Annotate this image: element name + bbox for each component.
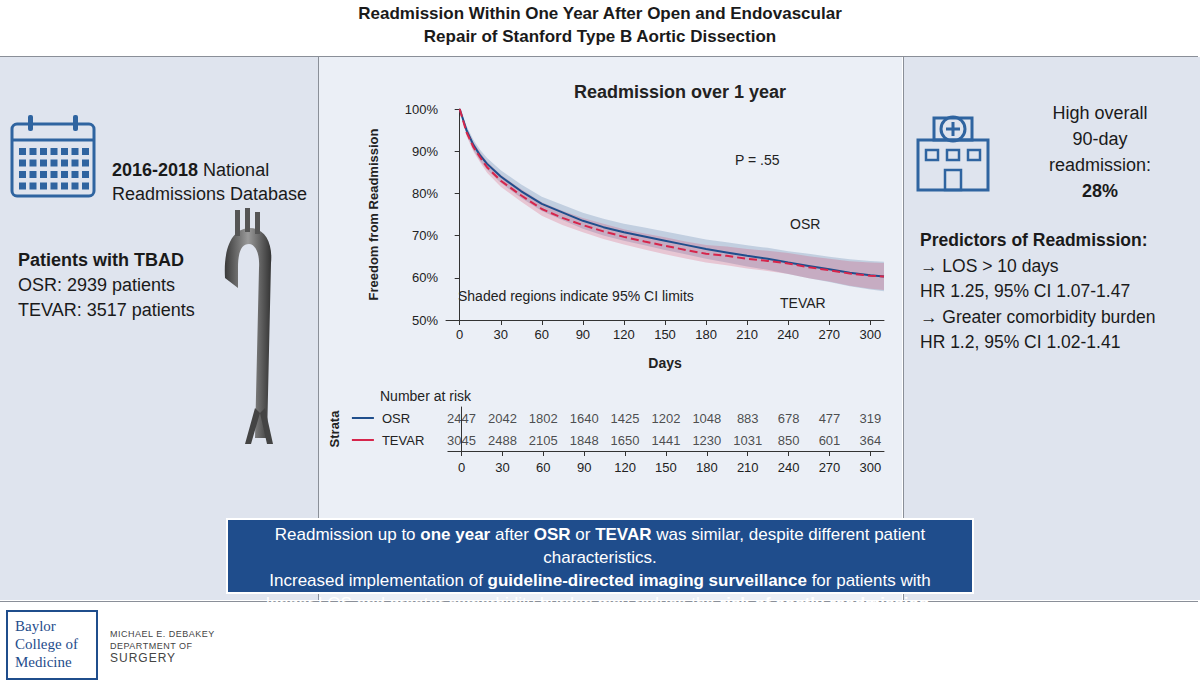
html-text:Repair of Stanford Type B Aort: Repair of Stanford Type B Aortic Dissect…	[423, 27, 777, 46]
svg-text:90%: 90%	[412, 144, 438, 159]
svg-text:year: year	[744, 82, 786, 102]
svg-text:270: 270	[818, 327, 840, 342]
svg-text:TEVAR: TEVAR	[382, 433, 424, 448]
svg-text:P = .55: P = .55	[735, 152, 780, 168]
svg-text:120: 120	[614, 460, 636, 475]
svg-text:150: 150	[654, 327, 676, 342]
svg-text:1640: 1640	[570, 411, 599, 426]
svg-text:50%: 50%	[412, 313, 438, 328]
svg-text:90: 90	[576, 327, 590, 342]
svg-text:Strata: Strata	[327, 410, 342, 448]
svg-text:319: 319	[860, 411, 882, 426]
svg-text:1048: 1048	[692, 411, 721, 426]
svg-text:300: 300	[860, 460, 882, 475]
html-text:OSR: 2939 patients: OSR: 2939 patients	[18, 275, 176, 295]
html-text:Readmission Within One Year Af: Readmission Within One Year After Open a…	[358, 4, 842, 23]
svg-text:70%: 70%	[412, 228, 438, 243]
svg-text:210: 210	[737, 460, 759, 475]
html-text:→ Greater comorbidity burden: → Greater comorbidity burden	[920, 306, 1156, 327]
html-text:Baylor: Baylor	[15, 618, 56, 634]
svg-text:364: 364	[860, 433, 882, 448]
svg-text:60: 60	[536, 460, 550, 475]
svg-text:OSR: OSR	[382, 411, 410, 426]
html-text:HR 1.2, 95% CI 1.02-1.41: HR 1.2, 95% CI 1.02-1.41	[920, 332, 1121, 352]
svg-text:2488: 2488	[488, 433, 517, 448]
html-text:2016-2018 National: 2016-2018 National	[112, 160, 270, 180]
html-text:Patients with TBAD: Patients with TBAD	[18, 250, 184, 270]
svg-text:601: 601	[819, 433, 841, 448]
svg-text:1650: 1650	[611, 433, 640, 448]
svg-text:OSR: OSR	[790, 216, 820, 232]
svg-text:210: 210	[736, 327, 758, 342]
svg-text:1441: 1441	[651, 433, 680, 448]
svg-text:2447: 2447	[447, 411, 476, 426]
svg-text:240: 240	[777, 327, 799, 342]
svg-text:120: 120	[613, 327, 635, 342]
svg-text:Days: Days	[648, 355, 682, 371]
svg-text:1848: 1848	[570, 433, 599, 448]
svg-text:Freedom from Readmission: Freedom from Readmission	[366, 128, 381, 300]
html-text:College of: College of	[15, 636, 78, 652]
html-text:→ LOS > 10 days: → LOS > 10 days	[920, 255, 1059, 276]
html-text:Increased implementation of gu: Increased implementation of guideline-di…	[269, 571, 931, 590]
svg-text:1: 1	[734, 82, 744, 102]
svg-text:2042: 2042	[488, 411, 517, 426]
svg-text:TEVAR: TEVAR	[780, 295, 826, 311]
svg-text:240: 240	[778, 460, 800, 475]
html-text:TEVAR: 3517 patients: TEVAR: 3517 patients	[18, 300, 195, 320]
svg-text:Number at risk: Number at risk	[380, 388, 472, 404]
svg-text:0: 0	[456, 327, 463, 342]
html-text:longer LOS and greater comorbi: longer LOS and greater comorbidity burde…	[266, 594, 934, 613]
svg-text:3045: 3045	[447, 433, 476, 448]
html-text:Readmissions Database: Readmissions Database	[112, 184, 308, 204]
svg-text:477: 477	[819, 411, 841, 426]
svg-text:80%: 80%	[412, 186, 438, 201]
svg-text:150: 150	[655, 460, 677, 475]
svg-text:100%: 100%	[405, 102, 439, 117]
svg-text:Shaded regions indicate 95% CI: Shaded regions indicate 95% CI limits	[458, 288, 694, 304]
svg-text:678: 678	[778, 411, 800, 426]
svg-text:1202: 1202	[651, 411, 680, 426]
svg-text:1425: 1425	[611, 411, 640, 426]
svg-text:883: 883	[737, 411, 759, 426]
svg-text:2105: 2105	[529, 433, 558, 448]
svg-text:60%: 60%	[412, 270, 438, 285]
svg-text:90: 90	[577, 460, 591, 475]
svg-text:Readmission over: Readmission over	[574, 82, 734, 102]
svg-text:850: 850	[778, 433, 800, 448]
svg-text:180: 180	[695, 327, 717, 342]
html-text:Readmission up to one year aft: Readmission up to one year after OSR or …	[274, 525, 926, 567]
svg-text:1802: 1802	[529, 411, 558, 426]
html-text:DEPARTMENT OF: DEPARTMENT OF	[110, 641, 193, 651]
html-text:readmission:: readmission:	[1049, 155, 1151, 175]
svg-text:1230: 1230	[692, 433, 721, 448]
html-text:HR 1.25, 95% CI 1.07-1.47: HR 1.25, 95% CI 1.07-1.47	[920, 281, 1131, 301]
html-text:High overall: High overall	[1052, 103, 1148, 123]
svg-text:0: 0	[458, 460, 465, 475]
svg-text:1031: 1031	[733, 433, 762, 448]
svg-text:300: 300	[859, 327, 881, 342]
svg-text:60: 60	[535, 327, 549, 342]
html-text:Predictors of Readmission:: Predictors of Readmission:	[920, 230, 1148, 250]
svg-text:30: 30	[495, 460, 509, 475]
html-text:MICHAEL E. DEBAKEY: MICHAEL E. DEBAKEY	[110, 629, 215, 639]
html-text:SURGERY: SURGERY	[110, 651, 177, 665]
html-text:28%: 28%	[1082, 181, 1118, 201]
svg-text:30: 30	[494, 327, 508, 342]
html-text:90-day: 90-day	[1072, 129, 1128, 149]
html-text:Medicine: Medicine	[15, 654, 72, 670]
svg-text:180: 180	[696, 460, 718, 475]
svg-text:270: 270	[819, 460, 841, 475]
